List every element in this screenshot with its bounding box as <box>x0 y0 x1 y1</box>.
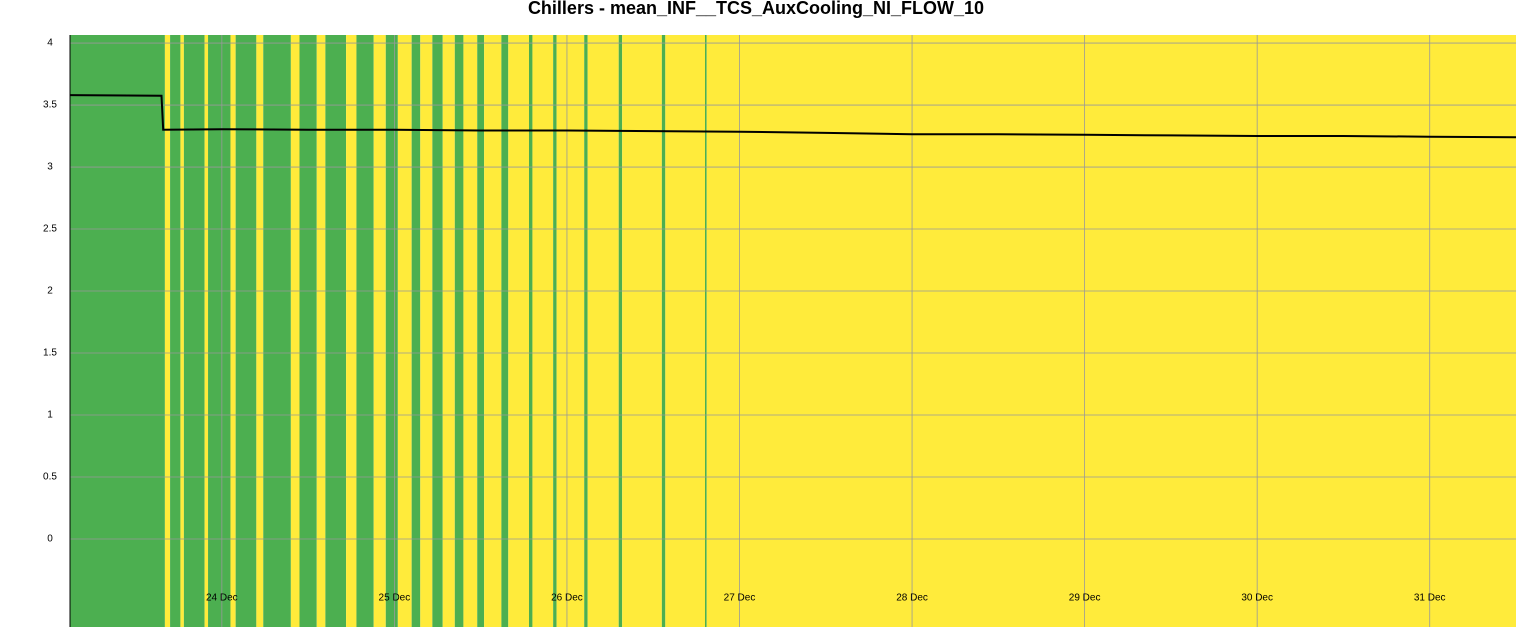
status-band <box>508 35 529 627</box>
y-tick-label: 0.5 <box>43 472 57 483</box>
x-tick-label: 24 Dec <box>206 593 238 604</box>
status-band <box>397 35 412 627</box>
status-band <box>346 35 357 627</box>
status-band <box>704 35 707 627</box>
status-band <box>501 35 509 627</box>
status-band <box>556 35 585 627</box>
x-tick-label: 29 Dec <box>1069 593 1101 604</box>
y-tick-label: 2 <box>47 286 53 297</box>
status-band <box>463 35 478 627</box>
x-tick-label: 31 Dec <box>1414 593 1446 604</box>
status-band <box>484 35 502 627</box>
status-band <box>587 35 619 627</box>
status-band <box>442 35 455 627</box>
y-tick-label: 2.5 <box>43 224 57 235</box>
y-tick-label: 4 <box>47 38 53 49</box>
status-band <box>230 35 236 627</box>
status-band <box>299 35 317 627</box>
status-band <box>325 35 347 627</box>
status-band <box>622 35 662 627</box>
status-band <box>316 35 326 627</box>
x-tick-label: 30 Dec <box>1241 593 1273 604</box>
status-band <box>235 35 257 627</box>
status-band <box>373 35 386 627</box>
status-band <box>584 35 588 627</box>
status-band <box>290 35 300 627</box>
status-band <box>204 35 209 627</box>
x-tick-label: 25 Dec <box>379 593 411 604</box>
status-band <box>661 35 666 627</box>
status-band <box>183 35 205 627</box>
status-band <box>180 35 184 627</box>
status-band <box>432 35 443 627</box>
status-band <box>385 35 398 627</box>
status-band <box>164 35 171 627</box>
y-tick-label: 1 <box>47 410 53 421</box>
status-band <box>263 35 291 627</box>
status-band <box>454 35 464 627</box>
status-band <box>420 35 433 627</box>
status-band <box>70 35 165 627</box>
y-tick-label: 3 <box>47 162 53 173</box>
status-band <box>208 35 231 627</box>
status-band <box>532 35 554 627</box>
status-band <box>665 35 705 627</box>
x-tick-label: 27 Dec <box>724 593 756 604</box>
x-tick-label: 26 Dec <box>551 593 583 604</box>
y-tick-label: 0 <box>47 534 53 545</box>
y-tick-label: 3.5 <box>43 100 57 111</box>
status-band <box>477 35 485 627</box>
y-tick-label: 1.5 <box>43 348 57 359</box>
x-tick-label: 28 Dec <box>896 593 928 604</box>
status-band <box>618 35 623 627</box>
chart-title: Chillers - mean_INF__TCS_AuxCooling_NI_F… <box>528 0 984 18</box>
status-band <box>528 35 533 627</box>
status-band <box>170 35 181 627</box>
status-band <box>706 35 1516 627</box>
status-band <box>553 35 557 627</box>
status-band <box>256 35 264 627</box>
status-band <box>356 35 374 627</box>
status-band <box>411 35 421 627</box>
line <box>69 94 1516 139</box>
